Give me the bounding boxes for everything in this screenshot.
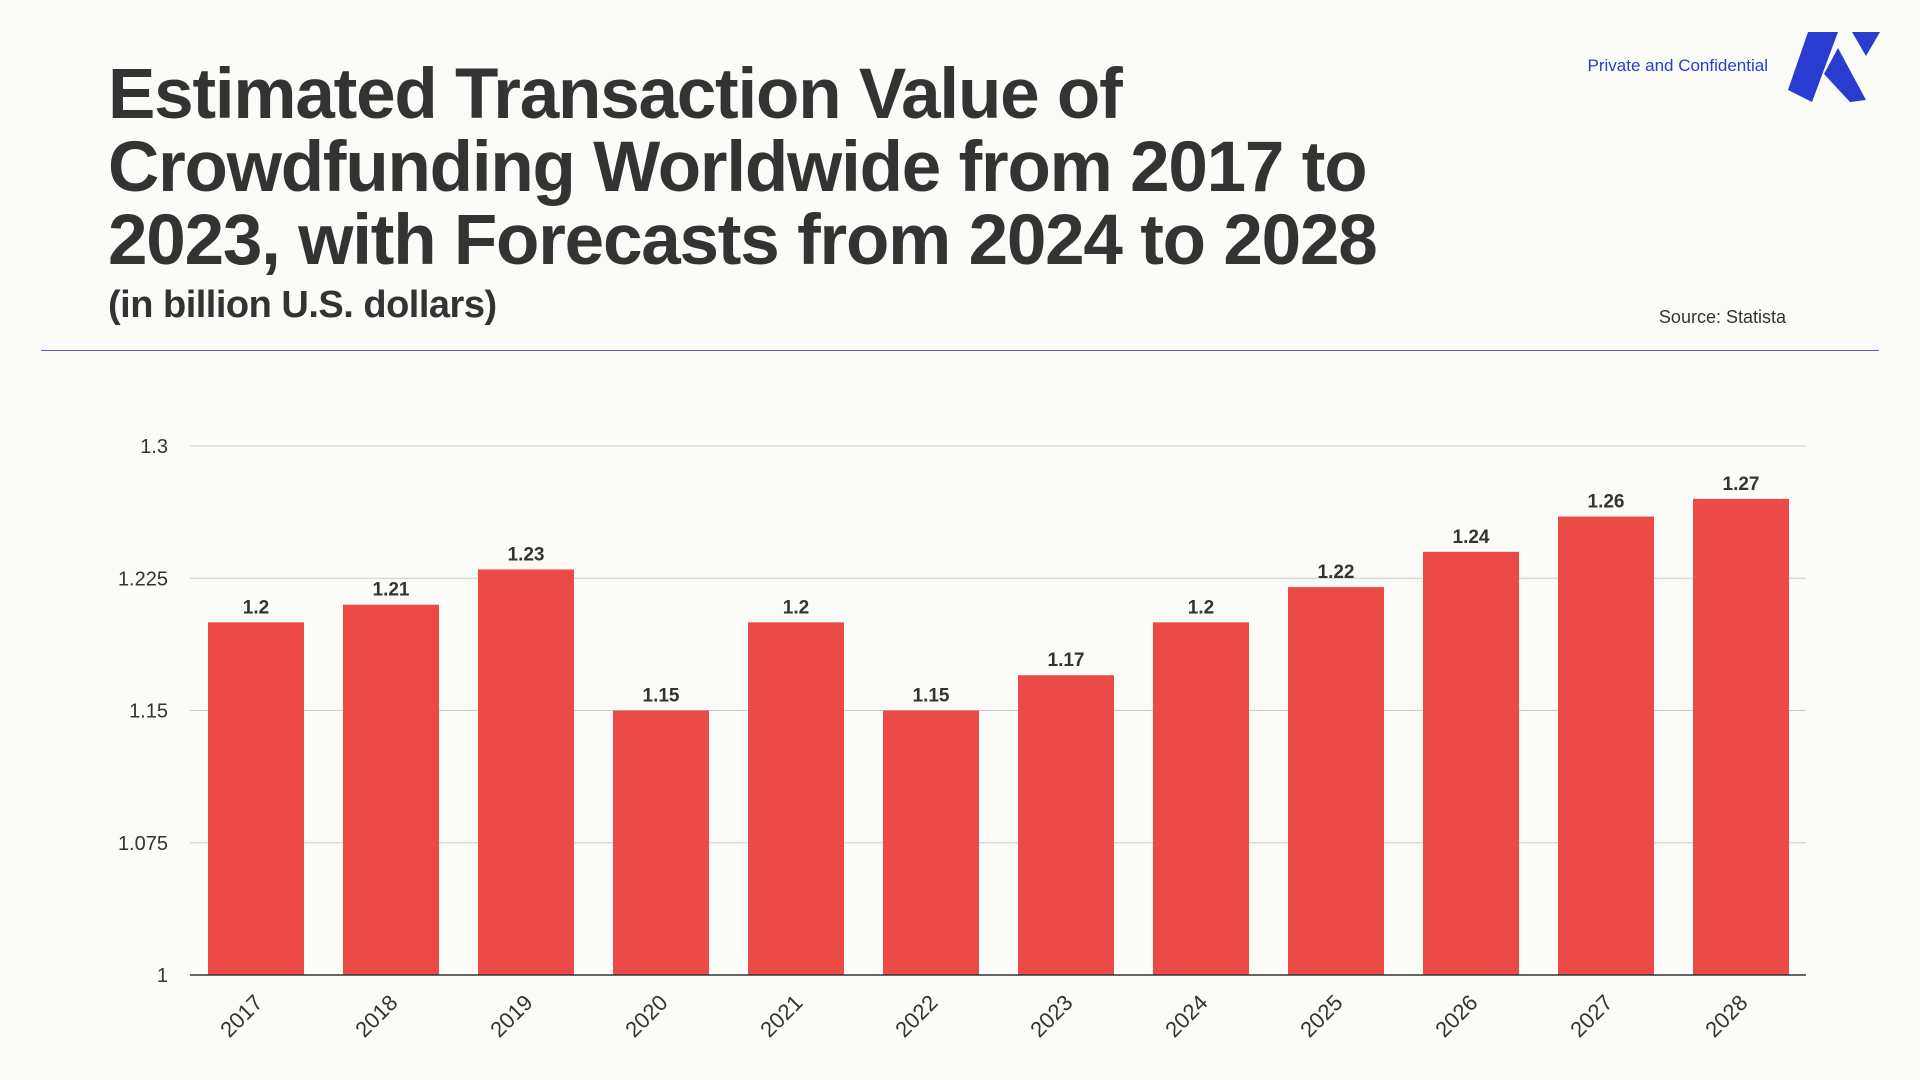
value-label-2025: 1.22 (1318, 562, 1355, 583)
value-label-2023: 1.17 (1048, 650, 1085, 671)
chart-title: Estimated Transaction Value of Crowdfund… (108, 58, 1448, 277)
bar-2019 (478, 569, 574, 975)
bar-2024 (1153, 622, 1249, 975)
bar-2027 (1558, 516, 1654, 975)
title-block: Estimated Transaction Value of Crowdfund… (108, 58, 1448, 327)
x-tick-label-2017: 2017 (215, 990, 267, 1042)
x-tick-label-2020: 2020 (620, 990, 672, 1042)
chart-title-line-1: Estimated Transaction Value of (108, 55, 1123, 134)
value-label-2019: 1.23 (508, 544, 545, 565)
x-tick-label-2026: 2026 (1430, 990, 1482, 1042)
x-tick-label-2022: 2022 (890, 990, 942, 1042)
x-tick-label-2027: 2027 (1565, 990, 1617, 1042)
value-label-2021: 1.2 (783, 597, 809, 618)
brand-logo-top-triangle (1852, 32, 1880, 56)
value-label-2028: 1.27 (1723, 474, 1760, 495)
grid-lines (190, 445, 1806, 844)
bar-2025 (1288, 587, 1384, 975)
bar-2026 (1423, 551, 1519, 975)
x-tick-label-2018: 2018 (350, 990, 402, 1042)
bar-2021 (748, 622, 844, 975)
value-label-2027: 1.26 (1588, 492, 1625, 513)
bar-2018 (343, 604, 439, 975)
bar-value-labels: 1.2 1.21 1.23 1.15 1.2 1.15 1.17 1.2 1.22 1.24 1.2… (243, 474, 1760, 707)
x-tick-label-2024: 2024 (1160, 990, 1212, 1042)
y-axis-tick-labels: 1 1.075 1.15 1.225 1.3 (118, 436, 168, 987)
bars (208, 498, 1789, 975)
value-label-2024: 1.2 (1188, 597, 1214, 618)
chart-subtitle: (in billion U.S. dollars) (108, 284, 497, 326)
bar-2023 (1018, 675, 1114, 975)
x-tick-label-2023: 2023 (1025, 990, 1077, 1042)
x-axis-tick-labels: 2017 2018 2019 2020 2021 2022 2023 2024 2025 2026… (215, 990, 1752, 1042)
y-tick-label: 1 (157, 965, 168, 987)
bar-2017 (208, 622, 304, 975)
x-tick-label-2028: 2028 (1700, 990, 1752, 1042)
y-tick-label: 1.225 (118, 568, 168, 590)
chart-title-line-3: 2023, with Forecasts from 2024 to 2028 (108, 201, 1378, 280)
x-tick-label-2025: 2025 (1295, 990, 1347, 1042)
value-label-2017: 1.2 (243, 597, 269, 618)
brand-logo-left-stroke (1788, 32, 1838, 102)
y-tick-label: 1.15 (129, 701, 168, 723)
bar-2022 (883, 710, 979, 975)
x-tick-label-2021: 2021 (755, 990, 807, 1042)
confidential-label: Private and Confidential (1587, 56, 1768, 75)
chart-title-line-2: Crowdfunding Worldwide from 2017 to (108, 128, 1368, 207)
y-tick-label: 1.3 (140, 436, 168, 458)
brand-logo-right-stroke (1824, 48, 1866, 102)
value-label-2018: 1.21 (373, 580, 410, 601)
bar-2028 (1693, 498, 1789, 975)
brand-logo-icon (1788, 32, 1880, 102)
source-label: Source: Statista (1658, 307, 1786, 327)
bar-2020 (613, 710, 709, 975)
x-tick-label-2019: 2019 (485, 990, 537, 1042)
value-label-2026: 1.24 (1453, 527, 1490, 548)
value-label-2022: 1.15 (913, 686, 950, 707)
value-label-2020: 1.15 (643, 686, 680, 707)
header-divider (41, 350, 1879, 351)
y-tick-label: 1.075 (118, 833, 168, 855)
